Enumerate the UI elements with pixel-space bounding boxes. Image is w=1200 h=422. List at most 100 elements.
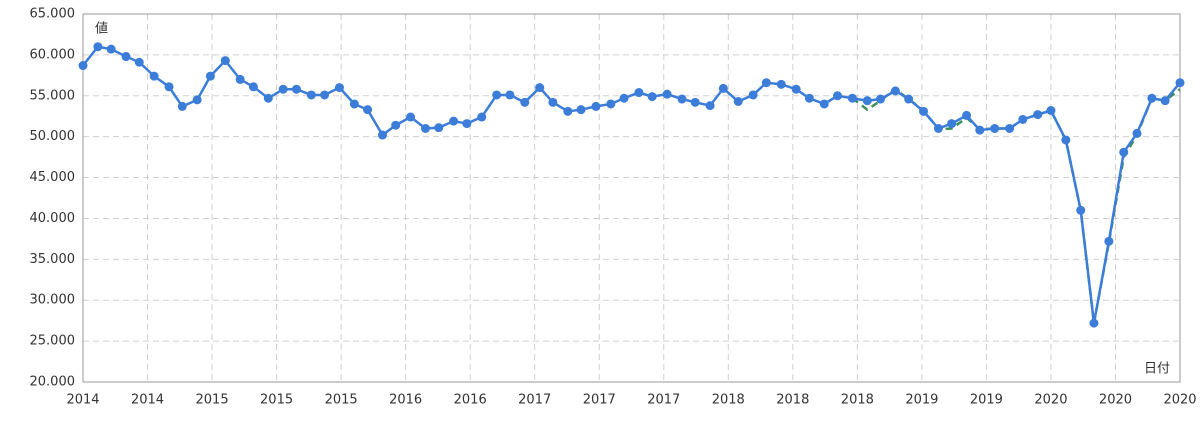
x-tick-label: 2019 <box>970 393 1003 408</box>
x-tick-label: 2017 <box>583 393 616 408</box>
data-point <box>862 96 872 106</box>
x-tick-label: 2018 <box>841 393 874 408</box>
data-point <box>192 95 202 105</box>
x-tick-label: 2017 <box>647 393 680 408</box>
data-point <box>847 93 857 103</box>
data-point <box>619 93 629 103</box>
data-point <box>776 79 786 89</box>
x-tick-label: 2015 <box>325 393 358 408</box>
x-tick-label: 2016 <box>454 393 487 408</box>
y-tick-label: 60.000 <box>30 47 76 62</box>
data-point <box>291 84 301 94</box>
data-point <box>690 97 700 107</box>
x-tick-label: 2020 <box>1099 393 1132 408</box>
data-point <box>134 57 144 67</box>
y-tick-label: 20.000 <box>30 375 76 390</box>
data-point <box>1104 236 1114 246</box>
data-point <box>263 93 273 103</box>
data-point <box>548 97 558 107</box>
y-tick-label: 65.000 <box>30 7 76 22</box>
data-point <box>248 82 258 92</box>
data-point <box>449 116 459 126</box>
data-point <box>93 42 103 52</box>
data-point <box>876 94 886 104</box>
data-point <box>106 44 116 54</box>
data-point <box>947 119 957 129</box>
y-tick-label: 35.000 <box>30 252 76 267</box>
data-point <box>1018 114 1028 124</box>
x-tick-label: 2020 <box>1034 393 1067 408</box>
data-point <box>363 105 373 115</box>
y-axis-label: 値 <box>95 21 108 37</box>
data-point <box>391 120 401 130</box>
data-point <box>718 83 728 93</box>
grid <box>82 13 1181 383</box>
data-point <box>1147 93 1157 103</box>
x-tick-label: 2017 <box>518 393 551 408</box>
data-point <box>975 125 985 135</box>
data-point <box>634 88 644 98</box>
data-point <box>791 84 801 94</box>
x-tick-label: 2018 <box>712 393 745 408</box>
y-tick-label: 30.000 <box>30 293 76 308</box>
data-point <box>962 110 972 120</box>
data-point <box>462 119 472 129</box>
data-point <box>306 90 316 100</box>
data-point <box>919 106 929 116</box>
data-point <box>434 123 444 133</box>
data-point <box>149 71 159 81</box>
data-point <box>320 90 330 100</box>
data-point <box>1132 128 1142 138</box>
data-point <box>377 130 387 140</box>
x-tick-label: 2014 <box>66 393 99 408</box>
data-point <box>890 86 900 96</box>
data-point <box>1089 318 1099 328</box>
data-point <box>164 82 174 92</box>
data-point <box>733 97 743 107</box>
data-point <box>1061 135 1071 145</box>
data-point <box>761 78 771 88</box>
series-line <box>82 45 1181 324</box>
data-point <box>804 93 814 103</box>
data-point <box>278 84 288 94</box>
data-point <box>904 94 914 104</box>
data-point <box>520 97 530 107</box>
data-point <box>220 56 230 66</box>
y-tick-label: 25.000 <box>30 334 76 349</box>
data-point <box>1046 105 1056 115</box>
data-point <box>121 52 131 62</box>
data-point <box>349 99 359 109</box>
data-point <box>1160 96 1170 106</box>
data-point <box>1119 147 1129 157</box>
x-tick-label: 2020 <box>1163 393 1196 408</box>
x-tick-label: 2016 <box>389 393 422 408</box>
data-point <box>235 74 245 84</box>
y-tick-label: 40.000 <box>30 211 76 226</box>
data-point <box>563 106 573 116</box>
data-point <box>421 123 431 133</box>
data-point <box>576 105 586 115</box>
data-point <box>334 83 344 93</box>
x-axis-label: 日付 <box>1144 362 1170 377</box>
data-point <box>606 99 616 109</box>
data-point <box>705 101 715 111</box>
y-tick-label: 50.000 <box>30 129 76 144</box>
data-point <box>406 112 416 122</box>
data-point <box>933 123 943 133</box>
data-point <box>492 90 502 100</box>
data-point <box>535 83 545 93</box>
x-tick-label: 2019 <box>905 393 938 408</box>
x-tick-label: 2018 <box>776 393 809 408</box>
y-tick-label: 45.000 <box>30 170 76 185</box>
data-point <box>205 71 215 81</box>
data-point <box>748 90 758 100</box>
data-point <box>647 92 657 102</box>
data-point <box>819 99 829 109</box>
data-point <box>505 90 515 100</box>
x-tick-label: 2014 <box>131 393 164 408</box>
data-point <box>990 123 1000 133</box>
data-point <box>177 101 187 111</box>
data-point <box>1175 78 1185 88</box>
data-point <box>78 61 88 71</box>
